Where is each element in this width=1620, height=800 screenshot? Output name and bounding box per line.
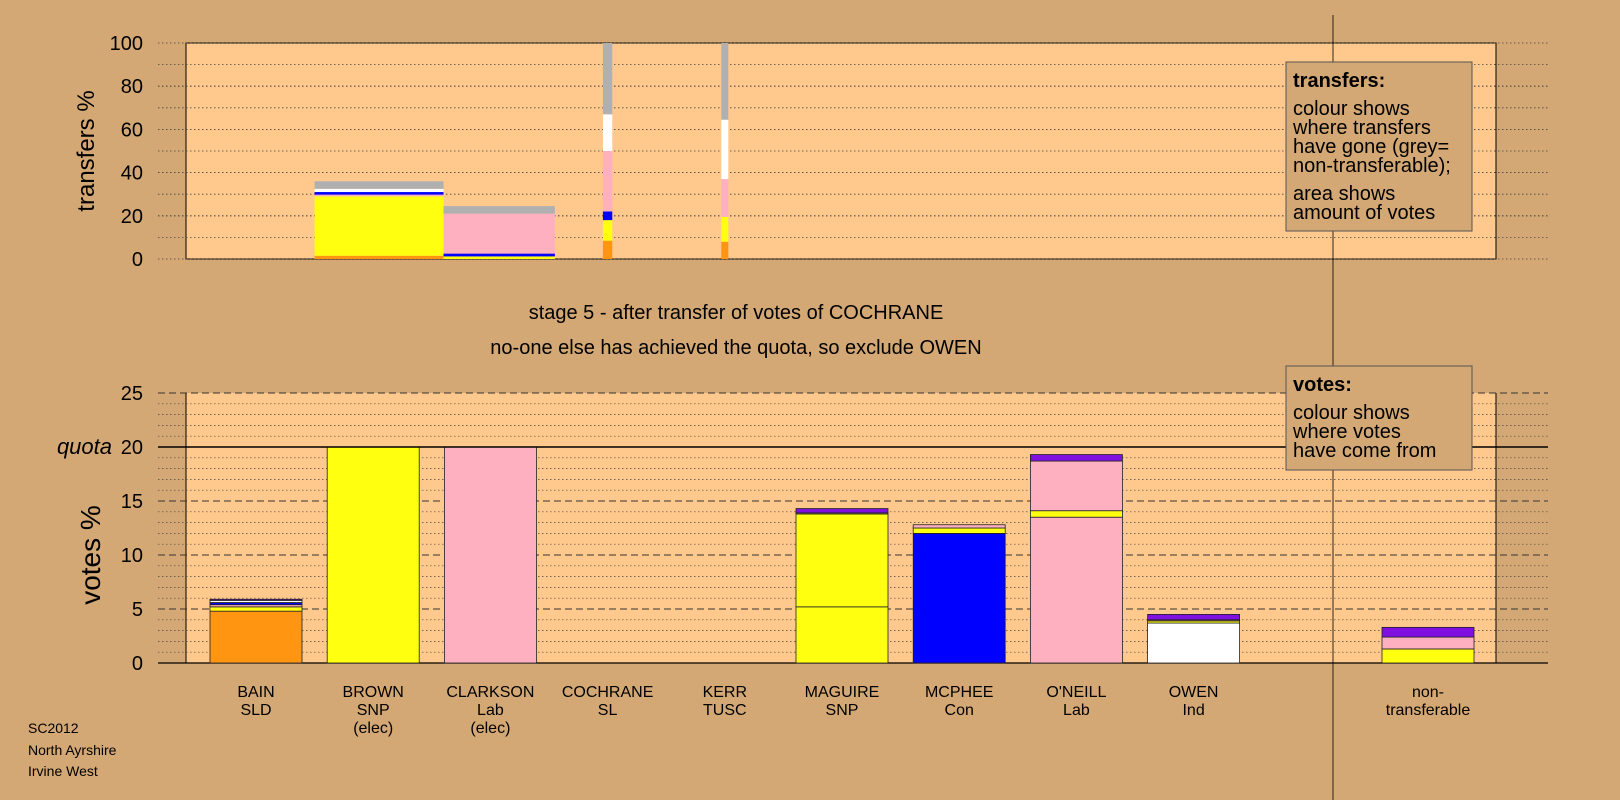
category-label: BAIN: [237, 684, 274, 701]
transfer-segment: [443, 253, 555, 257]
vote-segment: [1030, 454, 1123, 462]
transfers-legend-line: colour shows: [1293, 98, 1410, 120]
category-label: (elec): [353, 720, 393, 737]
vote-segment: [1147, 614, 1240, 621]
footer-ward: Irvine West: [28, 763, 98, 779]
category-label: Con: [945, 702, 974, 719]
footer-council: North Ayrshire: [28, 741, 117, 758]
transfers-tick-label: 40: [121, 163, 143, 185]
votes-legend-line: colour shows: [1293, 402, 1410, 424]
vote-segment: [795, 606, 889, 664]
transfer-segment: [314, 196, 444, 256]
category-label: Lab: [477, 702, 504, 719]
transfer-segment: [314, 192, 444, 195]
vote-segment: [1381, 636, 1475, 650]
vote-segment: [209, 598, 303, 601]
vote-segment: [912, 524, 1006, 529]
category-label: CLARKSON: [446, 684, 534, 701]
category-label: BROWN: [343, 684, 404, 701]
category-label: TUSC: [703, 702, 747, 719]
votes-legend-box: [1285, 365, 1473, 471]
vote-segment: [209, 606, 303, 612]
transfers-axis-label: transfers %: [73, 90, 100, 211]
category-label: MCPHEE: [925, 684, 993, 701]
category-label: MAGUIRE: [805, 684, 880, 701]
transfers-tick-label: 0: [132, 249, 143, 271]
footer: SC2012 North Ayrshire Irvine West: [28, 718, 116, 783]
votes-axis-label: votes %: [75, 505, 106, 605]
transfer-segment: [721, 216, 729, 242]
votes-tick-label: 0: [132, 653, 143, 675]
footer-election: SC2012: [28, 720, 79, 736]
votes-tick-label: 10: [121, 545, 143, 567]
transfers-legend-line: amount of votes: [1293, 202, 1435, 224]
category-label: SNP: [357, 702, 390, 719]
category-label: COCHRANE: [562, 684, 654, 701]
transfer-segment: [721, 43, 729, 120]
transfer-segment: [443, 256, 555, 259]
category-label: Lab: [1063, 702, 1090, 719]
category-label: O'NEILL: [1046, 684, 1106, 701]
transfers-legend-box: [1285, 61, 1473, 232]
vote-segment: [209, 610, 303, 664]
transfers-tick-label: 20: [121, 206, 143, 228]
category-label: Ind: [1182, 702, 1204, 719]
vote-segment: [795, 513, 889, 608]
transfers-legend-line: where transfers: [1292, 117, 1431, 139]
transfer-segment: [314, 255, 444, 259]
vote-segment: [1381, 626, 1475, 638]
category-label: transferable: [1386, 702, 1471, 719]
votes-legend-title: votes:: [1293, 374, 1352, 396]
votes-tick-label: 5: [132, 599, 143, 621]
vote-segment: [1030, 460, 1123, 512]
transfers-tick-label: 60: [121, 119, 143, 141]
transfers-tick-label: 80: [121, 76, 143, 98]
transfer-segment: [721, 119, 729, 180]
vote-segment: [1030, 516, 1123, 664]
category-label: (elec): [470, 720, 510, 737]
vote-segment: [326, 446, 420, 664]
exclusion-title: no-one else has achieved the quota, so e…: [490, 337, 981, 359]
votes-legend-line: where votes: [1292, 421, 1401, 443]
transfer-segment: [721, 179, 729, 217]
transfers-legend-line: non-transferable);: [1293, 155, 1451, 177]
transfers-legend-line: have gone (grey=: [1293, 136, 1449, 158]
transfer-segment: [602, 151, 613, 212]
vote-segment: [912, 527, 1006, 534]
category-label: SNP: [826, 702, 859, 719]
transfer-segment: [314, 188, 444, 193]
transfer-segment: [314, 181, 444, 189]
transfer-segment: [602, 114, 613, 151]
quota-label: quota: [57, 434, 112, 459]
category-label: KERR: [703, 684, 747, 701]
category-label: SLD: [240, 702, 271, 719]
transfer-segment: [602, 211, 613, 221]
votes-tick-label: 15: [121, 491, 143, 513]
votes-legend-line: have come from: [1293, 440, 1436, 462]
votes-tick-label: 25: [121, 383, 143, 405]
category-label: non-: [1412, 684, 1444, 701]
vote-segment: [912, 533, 1006, 664]
transfer-segment: [443, 213, 555, 254]
transfer-segment: [721, 241, 729, 259]
vote-segment: [795, 508, 889, 514]
transfer-segment: [314, 194, 444, 197]
transfers-legend-title: transfers:: [1293, 70, 1385, 92]
vote-segment: [1147, 622, 1240, 664]
transfers-tick-label: 100: [110, 33, 143, 55]
vote-segment: [1381, 648, 1475, 664]
transfer-segment: [443, 206, 555, 214]
quota-tick-label: 20: [121, 437, 143, 459]
transfer-segment: [602, 43, 613, 115]
category-label: SL: [598, 702, 618, 719]
transfers-legend-line: area shows: [1293, 183, 1395, 205]
stage-title: stage 5 - after transfer of votes of COC…: [529, 302, 944, 324]
vote-segment: [443, 446, 537, 664]
category-label: OWEN: [1169, 684, 1219, 701]
vote-segment: [1030, 510, 1123, 518]
transfer-segment: [602, 220, 613, 241]
transfer-segment: [602, 240, 613, 259]
